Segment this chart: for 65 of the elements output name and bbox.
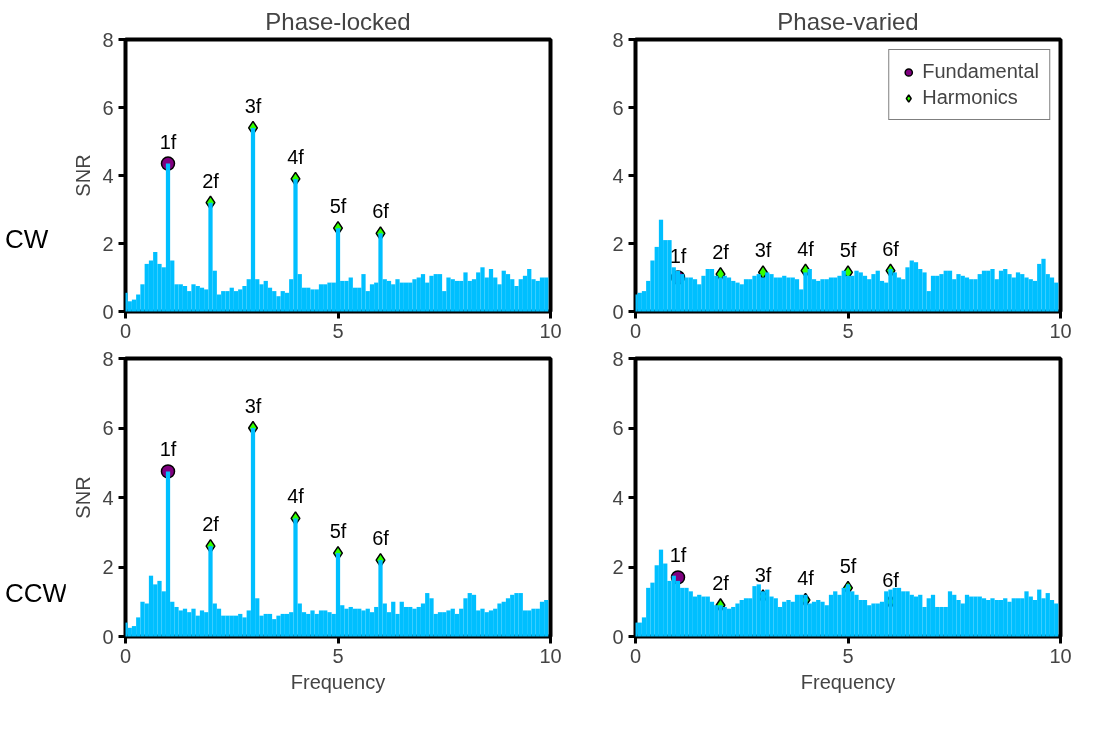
annotation: 6f: [372, 527, 390, 550]
annotation: 4f: [287, 145, 305, 168]
x-tick-label: 5: [332, 644, 344, 667]
x-tick-label: 10: [1049, 644, 1072, 667]
chart-title: Phase-varied: [777, 7, 919, 35]
annotation: 6f: [882, 237, 900, 260]
annotation: 5f: [839, 239, 857, 262]
annotation: 4f: [797, 567, 815, 590]
text: CW: [5, 223, 49, 257]
x-axis-title: Frequency: [290, 670, 386, 693]
x-tick-label: 5: [332, 319, 344, 342]
x-tick-label: 0: [629, 644, 642, 667]
x-tick-label: 10: [539, 644, 562, 667]
y-tick-label: 2: [102, 232, 114, 255]
annotation: 1f: [159, 130, 177, 153]
y-tick-label: 8: [612, 28, 624, 51]
annotation: 2f: [202, 513, 220, 536]
y-tick-label: 2: [612, 232, 624, 255]
text: CCW: [5, 576, 68, 610]
annotation: 5f: [329, 195, 347, 218]
y-axis-title: SNR: [72, 476, 95, 519]
y-tick-label: 6: [612, 96, 624, 119]
annotation: 6f: [372, 200, 390, 223]
annotation: 1f: [159, 438, 177, 461]
y-tick-label: 4: [102, 486, 114, 509]
y-tick-label: 8: [612, 347, 624, 370]
y-tick-label: 8: [102, 28, 114, 51]
annotation: 1f: [669, 544, 687, 567]
x-tick-label: 0: [119, 319, 132, 342]
chart-title: Phase-locked: [265, 7, 411, 35]
annotation: 2f: [712, 572, 730, 595]
annotation: 4f: [797, 237, 815, 260]
y-tick-label: 4: [102, 164, 114, 187]
annotation: 2f: [712, 241, 730, 264]
x-tick-label: 5: [842, 644, 854, 667]
x-tick-label: 0: [629, 319, 642, 342]
y-tick-label: 6: [102, 417, 114, 439]
y-tick-label: 4: [612, 486, 624, 509]
annotation: 2f: [202, 169, 220, 192]
x-tick-label: 5: [842, 319, 854, 342]
y-tick-label: 2: [102, 556, 114, 578]
y-tick-label: 0: [612, 300, 624, 323]
y-tick-label: 0: [102, 300, 114, 323]
annotation: 6f: [882, 568, 900, 591]
legend-label: Harmonics: [922, 86, 1018, 109]
annotation: 4f: [287, 485, 305, 508]
y-tick-label: 0: [612, 625, 624, 648]
x-tick-label: 10: [1049, 319, 1072, 342]
annotation: 3f: [754, 239, 772, 262]
annotation: 3f: [244, 395, 262, 417]
y-tick-label: 0: [102, 625, 114, 648]
y-axis-title: SNR: [72, 154, 95, 197]
legend-label: Fundamental: [922, 60, 1039, 83]
annotation: 3f: [754, 563, 772, 586]
y-tick-label: 2: [612, 556, 624, 578]
x-axis-title: Frequency: [800, 670, 896, 693]
y-tick-label: 6: [102, 96, 114, 119]
y-tick-label: 8: [102, 347, 114, 370]
x-tick-label: 10: [539, 319, 562, 342]
y-tick-label: 4: [612, 164, 624, 187]
y-tick-label: 6: [612, 417, 624, 439]
annotation: 5f: [839, 554, 857, 577]
annotation: 5f: [329, 520, 347, 543]
annotation: 3f: [244, 94, 262, 117]
x-tick-label: 0: [119, 644, 132, 667]
